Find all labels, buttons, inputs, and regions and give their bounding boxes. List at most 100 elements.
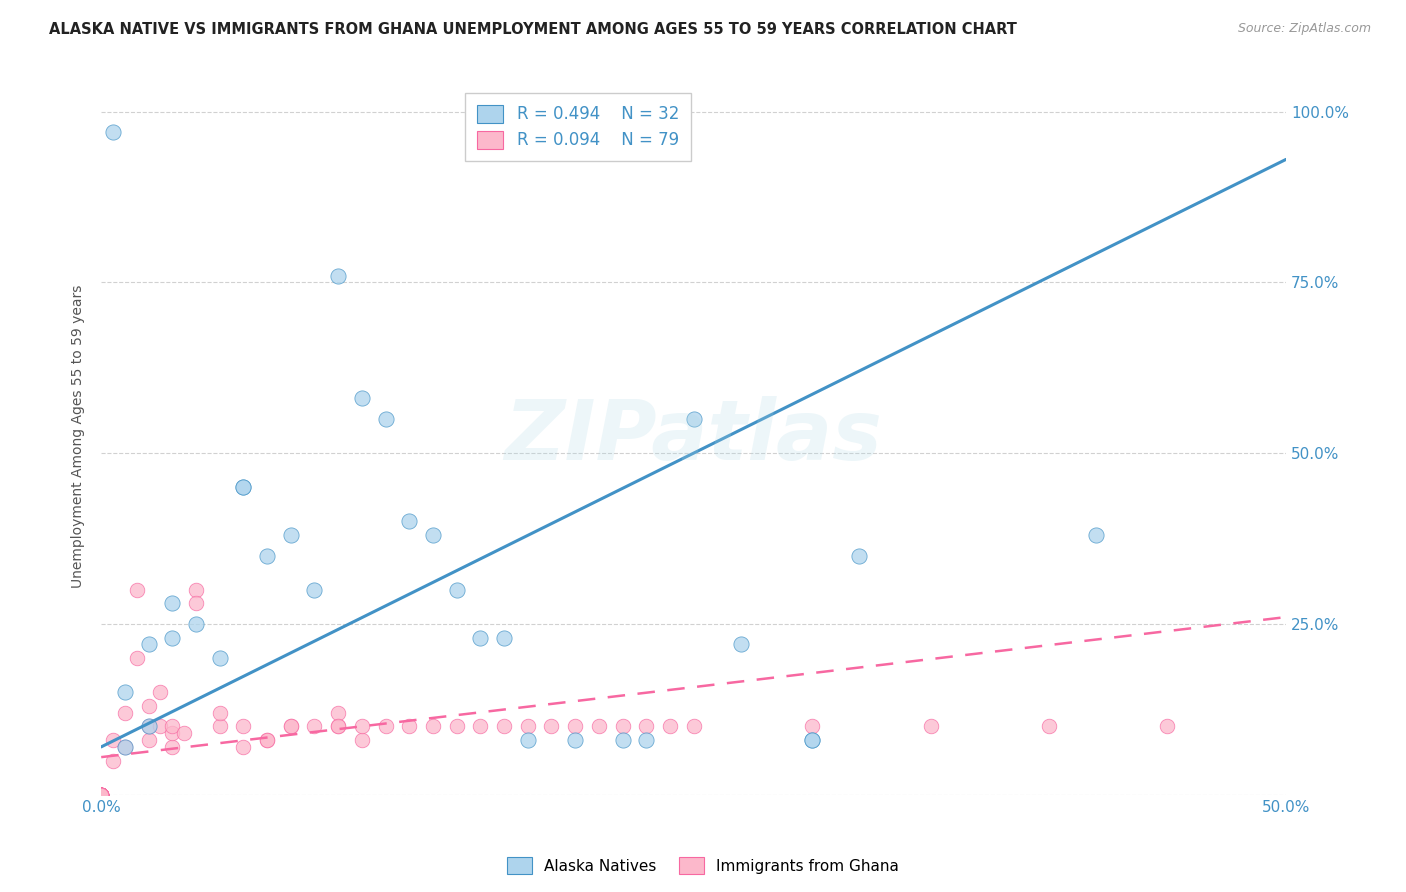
Point xyxy=(125,582,148,597)
Point xyxy=(90,788,112,802)
Point xyxy=(90,788,112,802)
Point xyxy=(256,733,278,747)
Point xyxy=(90,788,112,802)
Point xyxy=(208,719,231,733)
Point xyxy=(138,698,160,713)
Point xyxy=(90,788,112,802)
Point xyxy=(90,788,112,802)
Point xyxy=(90,788,112,802)
Point xyxy=(125,651,148,665)
Point xyxy=(848,549,870,563)
Point xyxy=(232,480,254,494)
Point xyxy=(374,719,396,733)
Point xyxy=(90,788,112,802)
Point xyxy=(90,788,112,802)
Point xyxy=(184,616,207,631)
Point xyxy=(114,685,136,699)
Point xyxy=(304,582,326,597)
Point xyxy=(90,788,112,802)
Point xyxy=(516,733,538,747)
Point xyxy=(470,719,492,733)
Point xyxy=(801,719,824,733)
Point xyxy=(1156,719,1178,733)
Point xyxy=(138,733,160,747)
Point xyxy=(280,719,302,733)
Point xyxy=(1085,528,1108,542)
Point xyxy=(162,596,184,610)
Point xyxy=(232,480,254,494)
Point xyxy=(138,719,160,733)
Point xyxy=(398,515,420,529)
Point xyxy=(90,788,112,802)
Point xyxy=(90,788,112,802)
Point xyxy=(612,733,634,747)
Point xyxy=(516,719,538,733)
Point xyxy=(328,719,350,733)
Point xyxy=(682,412,704,426)
Point xyxy=(232,719,254,733)
Point xyxy=(564,733,586,747)
Point xyxy=(90,788,112,802)
Point xyxy=(280,719,302,733)
Point xyxy=(1038,719,1060,733)
Point xyxy=(90,788,112,802)
Point xyxy=(90,788,112,802)
Point xyxy=(801,733,824,747)
Point xyxy=(90,788,112,802)
Point xyxy=(149,685,172,699)
Point xyxy=(90,788,112,802)
Point xyxy=(422,528,444,542)
Point xyxy=(138,637,160,651)
Point xyxy=(101,733,124,747)
Point xyxy=(328,719,350,733)
Point xyxy=(280,528,302,542)
Point xyxy=(162,719,184,733)
Point xyxy=(90,788,112,802)
Point xyxy=(90,788,112,802)
Point xyxy=(540,719,562,733)
Point xyxy=(422,719,444,733)
Point xyxy=(398,719,420,733)
Y-axis label: Unemployment Among Ages 55 to 59 years: Unemployment Among Ages 55 to 59 years xyxy=(72,285,86,588)
Point xyxy=(138,719,160,733)
Point xyxy=(208,706,231,720)
Point xyxy=(658,719,681,733)
Point xyxy=(208,651,231,665)
Point xyxy=(101,125,124,139)
Point xyxy=(90,788,112,802)
Point xyxy=(328,268,350,283)
Point xyxy=(162,739,184,754)
Point xyxy=(256,733,278,747)
Point xyxy=(350,392,373,406)
Point xyxy=(90,788,112,802)
Point xyxy=(90,788,112,802)
Point xyxy=(162,631,184,645)
Point xyxy=(612,719,634,733)
Point xyxy=(173,726,195,740)
Point xyxy=(470,631,492,645)
Point xyxy=(114,739,136,754)
Point xyxy=(90,788,112,802)
Point xyxy=(114,706,136,720)
Point xyxy=(920,719,942,733)
Point xyxy=(350,719,373,733)
Text: ALASKA NATIVE VS IMMIGRANTS FROM GHANA UNEMPLOYMENT AMONG AGES 55 TO 59 YEARS CO: ALASKA NATIVE VS IMMIGRANTS FROM GHANA U… xyxy=(49,22,1017,37)
Point xyxy=(90,788,112,802)
Text: Source: ZipAtlas.com: Source: ZipAtlas.com xyxy=(1237,22,1371,36)
Point xyxy=(256,549,278,563)
Point xyxy=(90,788,112,802)
Point xyxy=(730,637,752,651)
Point xyxy=(90,788,112,802)
Point xyxy=(101,754,124,768)
Point xyxy=(90,788,112,802)
Point xyxy=(232,739,254,754)
Point xyxy=(149,719,172,733)
Point xyxy=(374,412,396,426)
Point xyxy=(184,596,207,610)
Point xyxy=(492,631,515,645)
Text: ZIPatlas: ZIPatlas xyxy=(505,395,883,476)
Point xyxy=(801,733,824,747)
Legend: R = 0.494    N = 32, R = 0.094    N = 79: R = 0.494 N = 32, R = 0.094 N = 79 xyxy=(465,93,690,161)
Point xyxy=(636,719,658,733)
Point xyxy=(90,788,112,802)
